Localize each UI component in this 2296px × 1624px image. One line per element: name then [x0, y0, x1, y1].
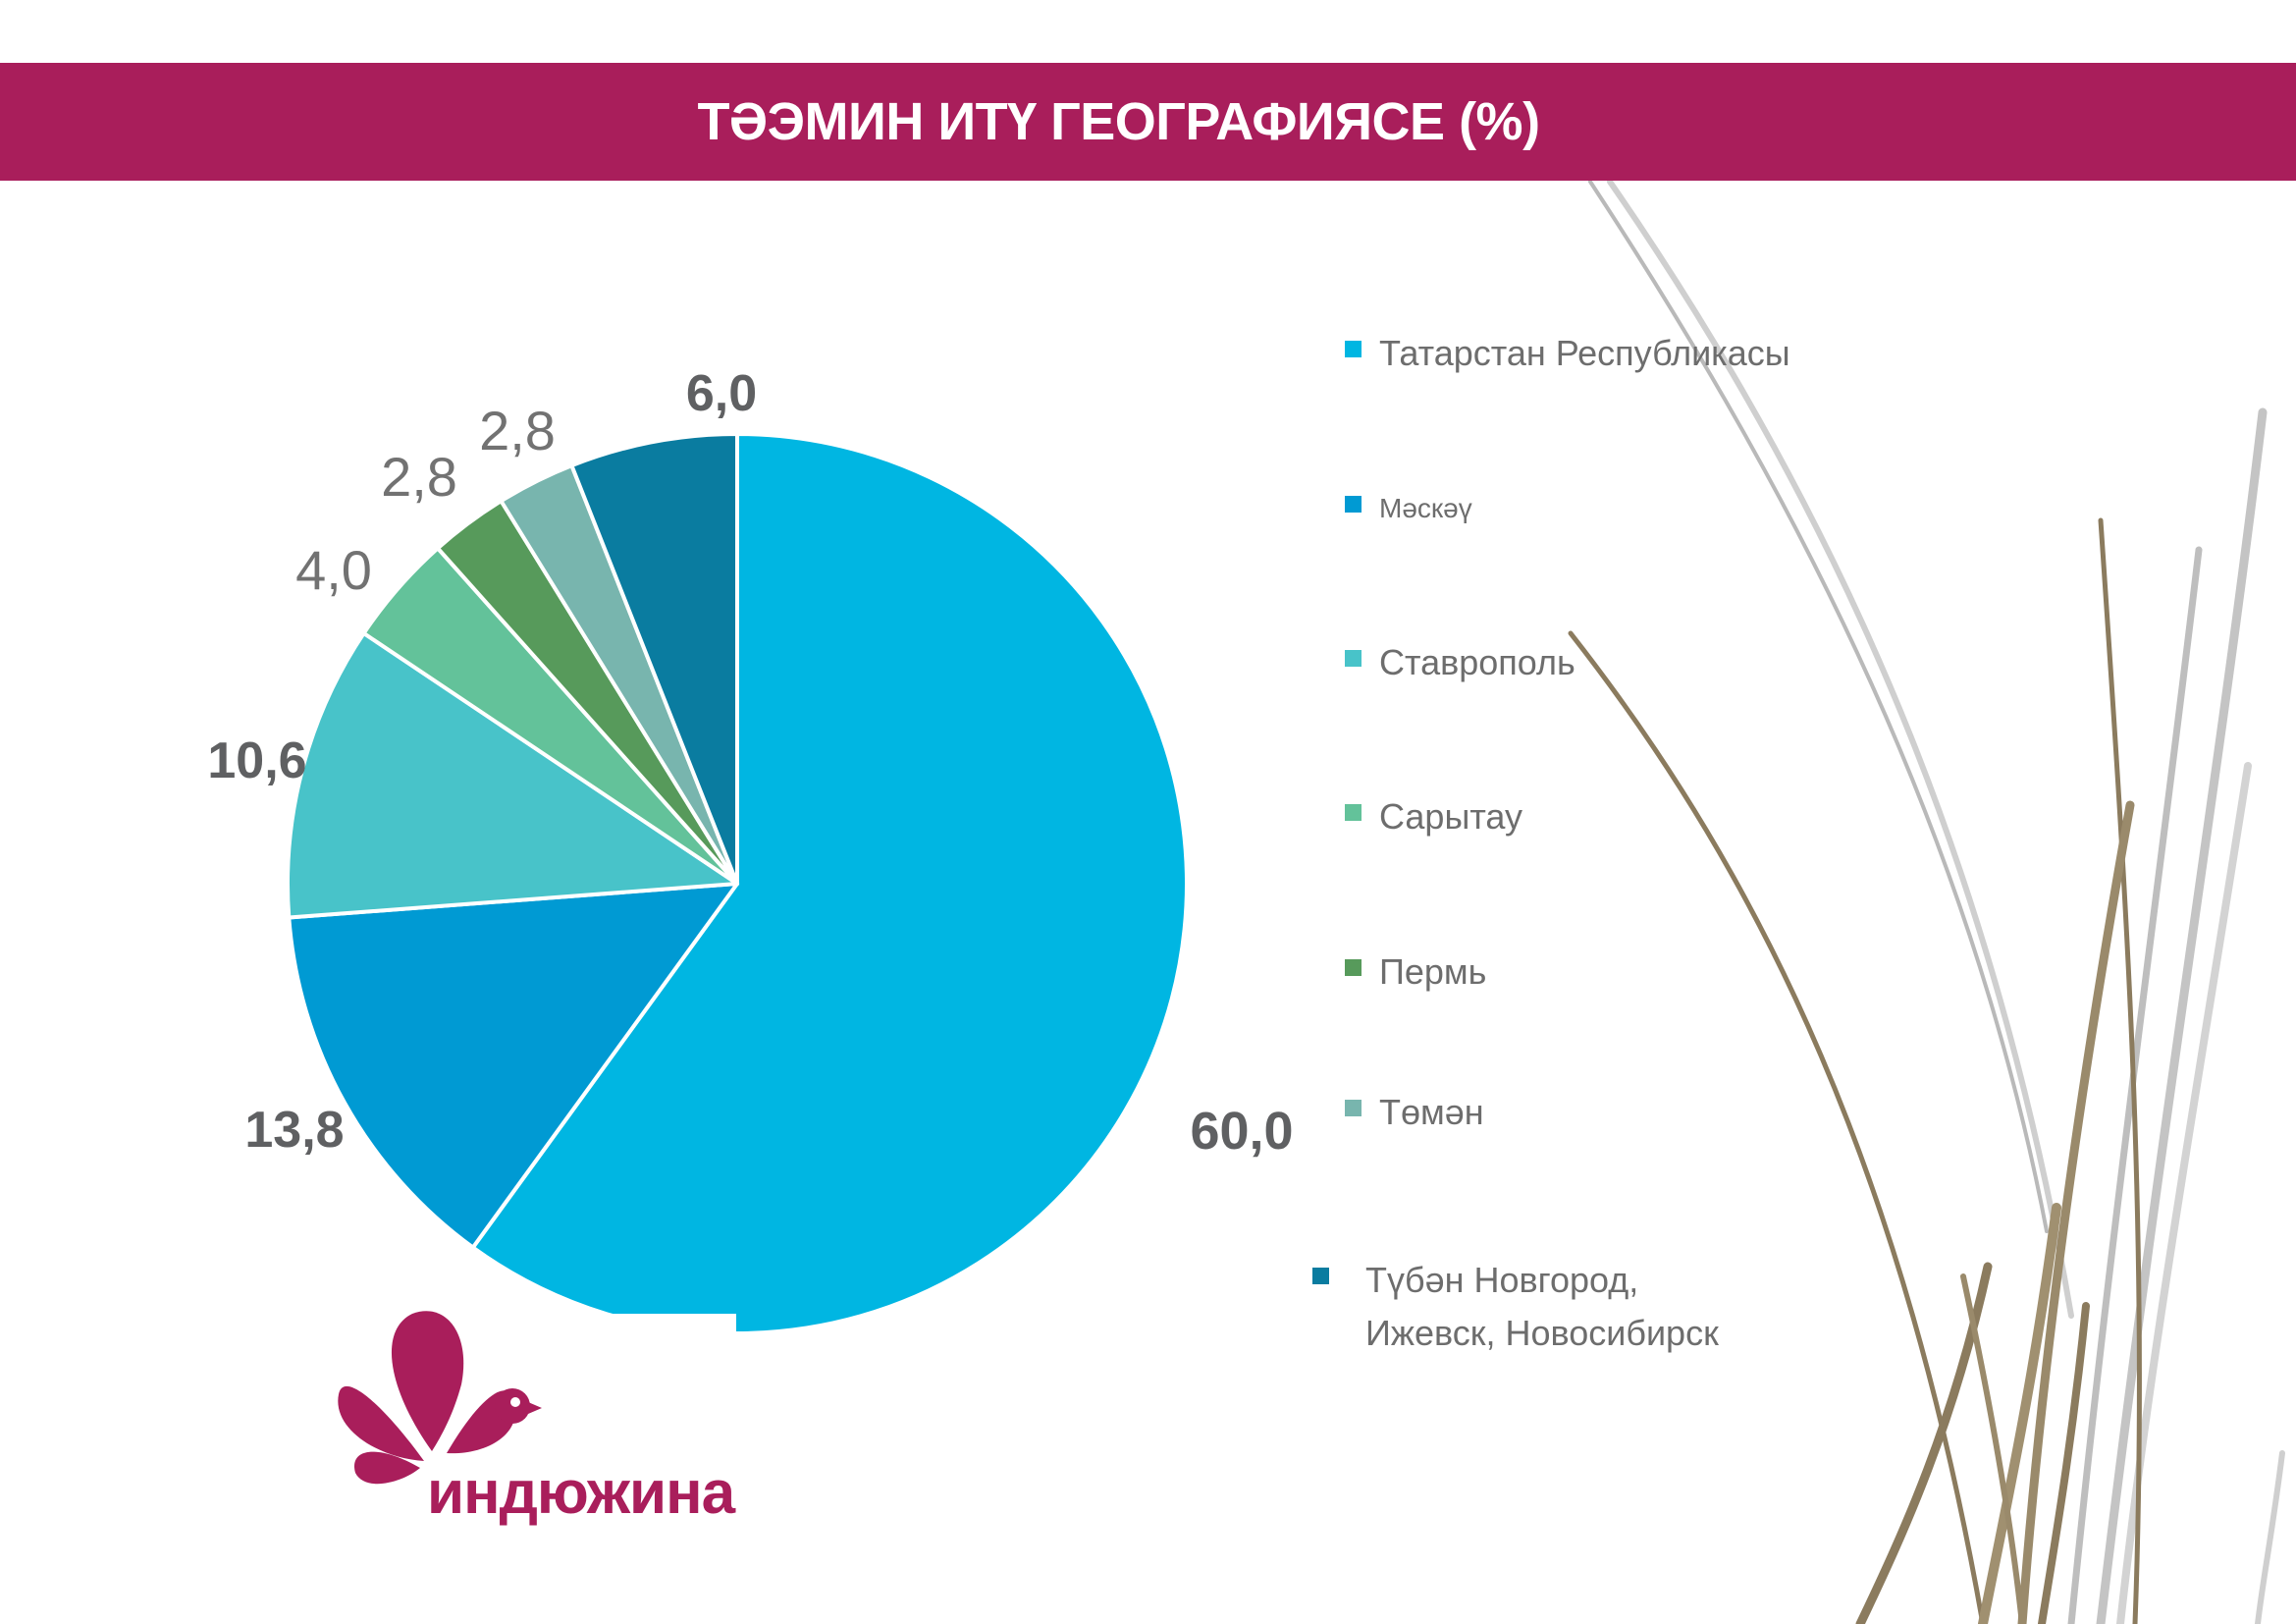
pie-slice-7	[569, 432, 739, 886]
pie-value-label-6: 2,8	[479, 400, 556, 461]
legend-label: Түбән Новгород, Ижевск, Новосибирск	[1365, 1260, 1719, 1353]
pie-value-label-5: 2,8	[381, 446, 457, 508]
legend-label: Пермь	[1379, 951, 1487, 992]
logo-beak	[528, 1402, 542, 1414]
pie-value-labels: 60,013,810,64,02,82,86,0	[207, 365, 1293, 1161]
logo-eye	[510, 1397, 520, 1407]
pie-slice-2	[287, 882, 739, 1250]
legend-item-1: Татарстан Республикасы	[1345, 327, 1790, 380]
pie-value-label-3: 10,6	[207, 732, 306, 789]
pie-value-label-1: 60,0	[1190, 1102, 1293, 1161]
logo-feather-2	[338, 1385, 424, 1461]
legend-swatch	[1345, 959, 1362, 976]
pie-value-label-7: 6,0	[686, 365, 757, 422]
legend-label: Татарстан Республикасы	[1379, 333, 1790, 373]
legend-label: Ставрополь	[1379, 642, 1575, 682]
legend-swatch	[1345, 496, 1362, 513]
legend-swatch	[1345, 1100, 1362, 1116]
legend-item-6: Төмән	[1345, 1086, 1484, 1139]
legend-item-2: Мәскәү	[1345, 482, 1472, 535]
legend-swatch	[1345, 650, 1362, 667]
pie-chart	[285, 432, 1189, 1343]
legend-item-7: Түбән Новгород, Ижевск, Новосибирск	[1312, 1254, 1778, 1360]
legend-label: Сарытау	[1379, 796, 1523, 837]
pie-value-label-2: 13,8	[244, 1102, 344, 1159]
legend-swatch	[1312, 1268, 1329, 1284]
legend-swatch	[1345, 341, 1362, 357]
legend-label: Төмән	[1379, 1092, 1484, 1132]
legend-item-5: Пермь	[1345, 946, 1486, 999]
logo-feather-3	[353, 1451, 420, 1485]
legend-item-3: Ставрополь	[1345, 636, 1575, 689]
pie-value-label-4: 4,0	[295, 539, 372, 601]
legend-label: Мәскәү	[1379, 493, 1472, 523]
grass-stems-icon	[1568, 179, 2285, 1624]
page-title: ТӘЭМИН ИТҮ ГЕОГРАФИЯСЕ (%)	[697, 92, 1540, 151]
legend-item-4: Сарытау	[1345, 790, 1522, 843]
legend-swatch	[1345, 804, 1362, 821]
pie-notch	[579, 1314, 736, 1343]
title-banner: ТӘЭМИН ИТҮ ГЕОГРАФИЯСЕ (%)	[0, 63, 2296, 181]
pie-slice-3	[285, 630, 739, 920]
logo-text: индюжина	[427, 1459, 735, 1527]
logo-feather-1	[391, 1311, 464, 1451]
turkey-feather-logo-icon	[338, 1311, 542, 1485]
